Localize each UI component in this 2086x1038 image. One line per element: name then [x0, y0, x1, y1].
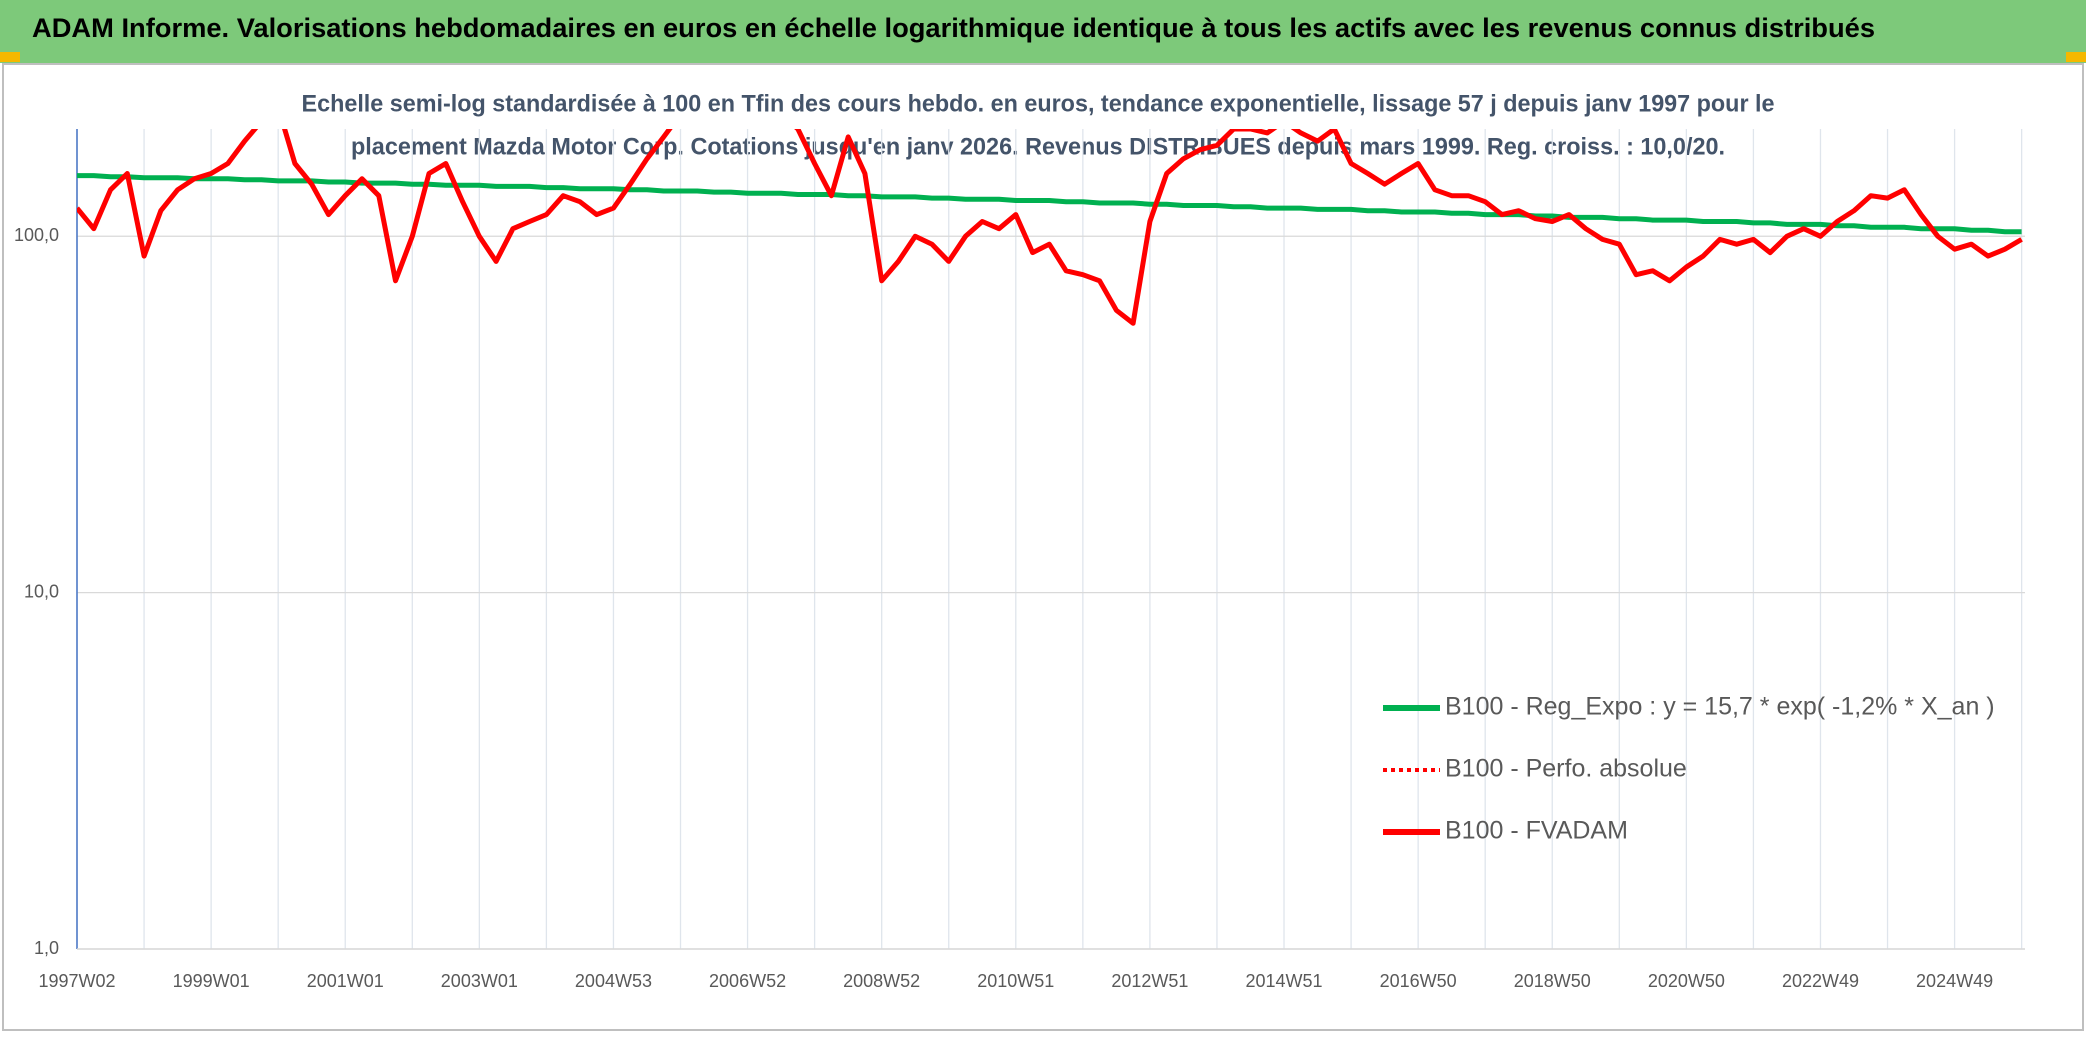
data-line [77, 129, 2023, 326]
y-tick-label: 10,0 [24, 581, 59, 601]
x-tick-label: 2024W49 [1916, 971, 1993, 991]
panel-border [2, 63, 2084, 1031]
legend-label: B100 - Perfo. absolue [1445, 755, 1687, 783]
x-tick-label: 2020W50 [1648, 971, 1725, 991]
x-tick-label: 2003W01 [441, 971, 518, 991]
x-tick-label: 2016W50 [1380, 971, 1457, 991]
corner [0, 52, 20, 62]
legend-label: B100 - FVADAM [1445, 817, 1628, 845]
x-tick-label: 2010W51 [977, 971, 1054, 991]
x-tick-label: 2022W49 [1782, 971, 1859, 991]
legend-label: B100 - Reg_Expo : y = 15,7 * exp( -1,2% … [1445, 693, 1995, 721]
header-bar [0, 0, 2086, 63]
data-line [77, 173, 2022, 235]
chart-subtitle: Echelle semi-log standardisée à 100 en T… [302, 90, 1775, 117]
x-tick-label: 2012W51 [1111, 971, 1188, 991]
chart-title: ADAM Informe. Valorisations hebdomadaire… [32, 13, 1875, 43]
x-tick-label: 2014W51 [1245, 971, 1322, 991]
x-tick-label: 2004W53 [575, 971, 652, 991]
y-tick-label: 1,0 [34, 938, 59, 958]
corner [2066, 52, 2086, 62]
y-tick-label: 100,0 [14, 225, 59, 245]
x-tick-label: 2018W50 [1514, 971, 1591, 991]
chart-subtitle: placement Mazda Motor Corp. Cotations ju… [351, 133, 1725, 160]
x-tick-label: 2008W52 [843, 971, 920, 991]
x-tick-label: 2006W52 [709, 971, 786, 991]
plot-area [77, 129, 2023, 326]
x-tick-label: 2001W01 [307, 971, 384, 991]
x-tick-label: 1999W01 [173, 971, 250, 991]
x-tick-label: 1997W02 [38, 971, 115, 991]
